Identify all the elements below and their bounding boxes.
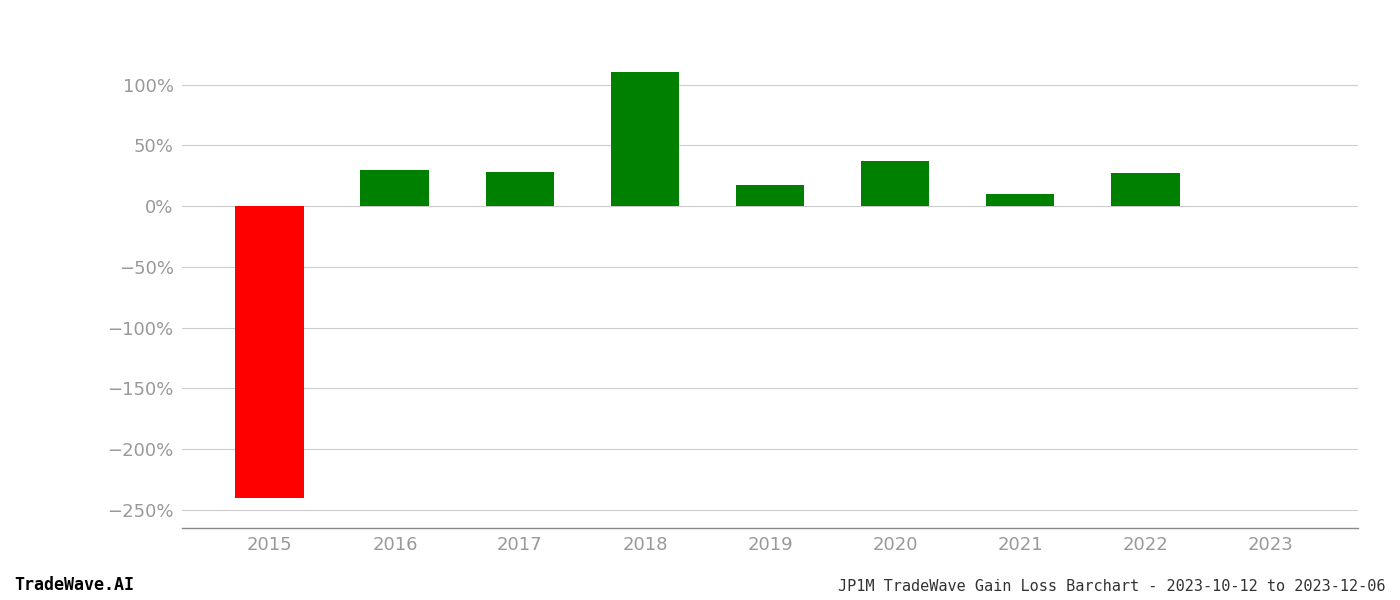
Bar [1110, 173, 1180, 206]
Bar [360, 170, 430, 206]
Bar [861, 161, 930, 206]
Text: TradeWave.AI: TradeWave.AI [14, 576, 134, 594]
Bar [235, 206, 304, 497]
Text: JP1M TradeWave Gain Loss Barchart - 2023-10-12 to 2023-12-06: JP1M TradeWave Gain Loss Barchart - 2023… [839, 579, 1386, 594]
Bar [486, 172, 554, 206]
Bar [610, 73, 679, 206]
Bar [735, 185, 805, 206]
Bar [986, 194, 1054, 206]
